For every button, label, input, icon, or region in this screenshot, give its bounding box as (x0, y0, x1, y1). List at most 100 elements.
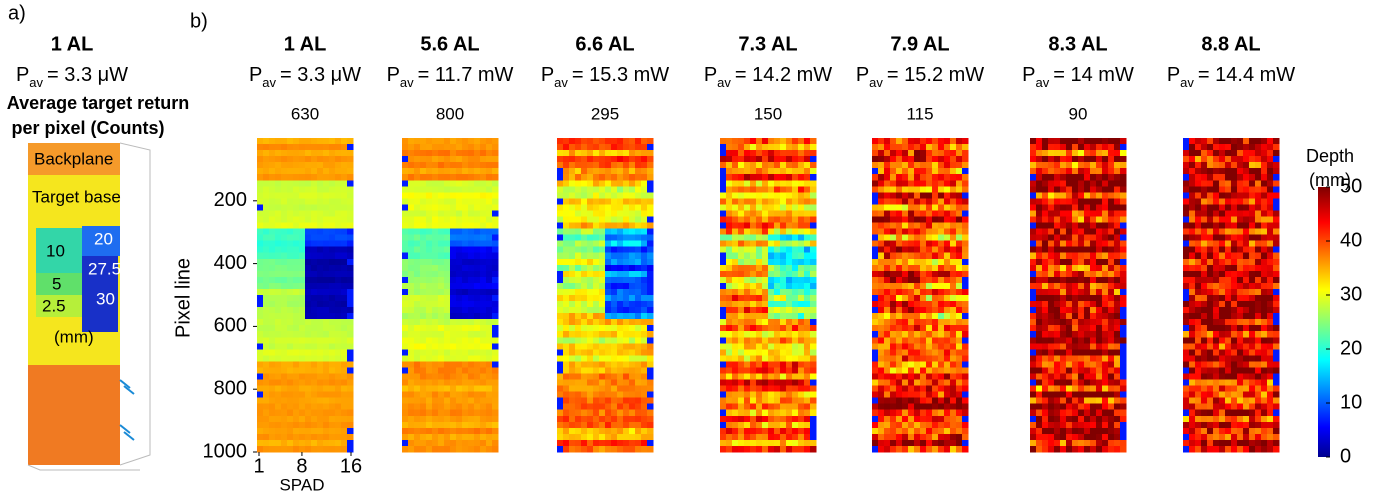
depth-cell (878, 162, 884, 168)
depth-cell (786, 422, 792, 428)
depth-cell (605, 386, 611, 392)
depth-cell (1072, 349, 1078, 355)
depth-cell (617, 349, 623, 355)
depth-cell (956, 217, 962, 223)
depth-cell (756, 380, 762, 386)
depth-cell (593, 156, 599, 162)
depth-cell (563, 204, 569, 210)
depth-cell (438, 162, 444, 168)
depth-cell (962, 144, 968, 150)
depth-cell (281, 174, 287, 180)
depth-cell (468, 180, 474, 186)
depth-cell (780, 210, 786, 216)
depth-cell (786, 386, 792, 392)
depth-cell (792, 440, 798, 446)
depth-cell (605, 277, 611, 283)
depth-cell (414, 223, 420, 229)
depth-cell (605, 295, 611, 301)
depth-cell (587, 247, 593, 253)
depth-cell (878, 361, 884, 367)
depth-cell (492, 446, 498, 452)
depth-cell (402, 198, 408, 204)
depth-cell (335, 386, 341, 392)
depth-cell (575, 192, 581, 198)
depth-cell (1048, 355, 1054, 361)
depth-cell (792, 217, 798, 223)
depth-cell (335, 337, 341, 343)
depth-cell (257, 156, 263, 162)
depth-cell (780, 289, 786, 295)
depth-cell (480, 367, 486, 373)
depth-cell (317, 168, 323, 174)
depth-cell (408, 229, 414, 235)
depth-cell (468, 265, 474, 271)
depth-cell (305, 361, 311, 367)
depth-cell (408, 174, 414, 180)
depth-cell (914, 283, 920, 289)
depth-cell (281, 440, 287, 446)
depth-cell (486, 259, 492, 265)
depth-cell (938, 223, 944, 229)
depth-cell (896, 343, 902, 349)
depth-cell (1054, 295, 1060, 301)
depth-cell (323, 186, 329, 192)
depth-cell (774, 446, 780, 452)
depth-cell (792, 313, 798, 319)
depth-cell (908, 301, 914, 307)
depth-cell (329, 265, 335, 271)
depth-cell (432, 307, 438, 313)
depth-cell (1066, 404, 1072, 410)
depth-cell (305, 380, 311, 386)
depth-cell (956, 180, 962, 186)
depth-cell (587, 404, 593, 410)
depth-cell (1048, 192, 1054, 198)
depth-cell (884, 446, 890, 452)
depth-cell (257, 217, 263, 223)
depth-cell (762, 446, 768, 452)
depth-cell (257, 180, 263, 186)
depth-cell (468, 210, 474, 216)
depth-cell (420, 428, 426, 434)
depth-cell (263, 180, 269, 186)
depth-cell (1078, 283, 1084, 289)
depth-cell (450, 253, 456, 259)
depth-cell (450, 380, 456, 386)
depth-cell (281, 295, 287, 301)
depth-cell (581, 235, 587, 241)
depth-cell (962, 192, 968, 198)
depth-cell (768, 301, 774, 307)
depth-cell (1102, 253, 1108, 259)
depth-cell (611, 168, 617, 174)
depth-cell (920, 150, 926, 156)
depth-cell (1066, 331, 1072, 337)
depth-cell (774, 235, 780, 241)
depth-cell (890, 174, 896, 180)
depth-cell (335, 367, 341, 373)
depth-cell (623, 428, 629, 434)
depth-cell (1072, 259, 1078, 265)
depth-cell (896, 313, 902, 319)
depth-cell (768, 295, 774, 301)
depth-cell (287, 361, 293, 367)
depth-cell (450, 355, 456, 361)
depth-cell (317, 380, 323, 386)
depth-cell (878, 229, 884, 235)
depth-cell (914, 404, 920, 410)
depth-cell (257, 259, 263, 265)
depth-cell (926, 253, 932, 259)
depth-cell (432, 374, 438, 380)
depth-cell (732, 241, 738, 247)
depth-cell (492, 404, 498, 410)
depth-cell (432, 446, 438, 452)
depth-cell (623, 144, 629, 150)
depth-cell (780, 337, 786, 343)
depth-cell (756, 398, 762, 404)
depth-cell (605, 156, 611, 162)
depth-cell (569, 422, 575, 428)
depth-cell (635, 301, 641, 307)
depth-cell (623, 204, 629, 210)
depth-cell (890, 422, 896, 428)
depth-cell (647, 343, 653, 349)
depth-cell (305, 428, 311, 434)
depth-cell (1060, 392, 1066, 398)
